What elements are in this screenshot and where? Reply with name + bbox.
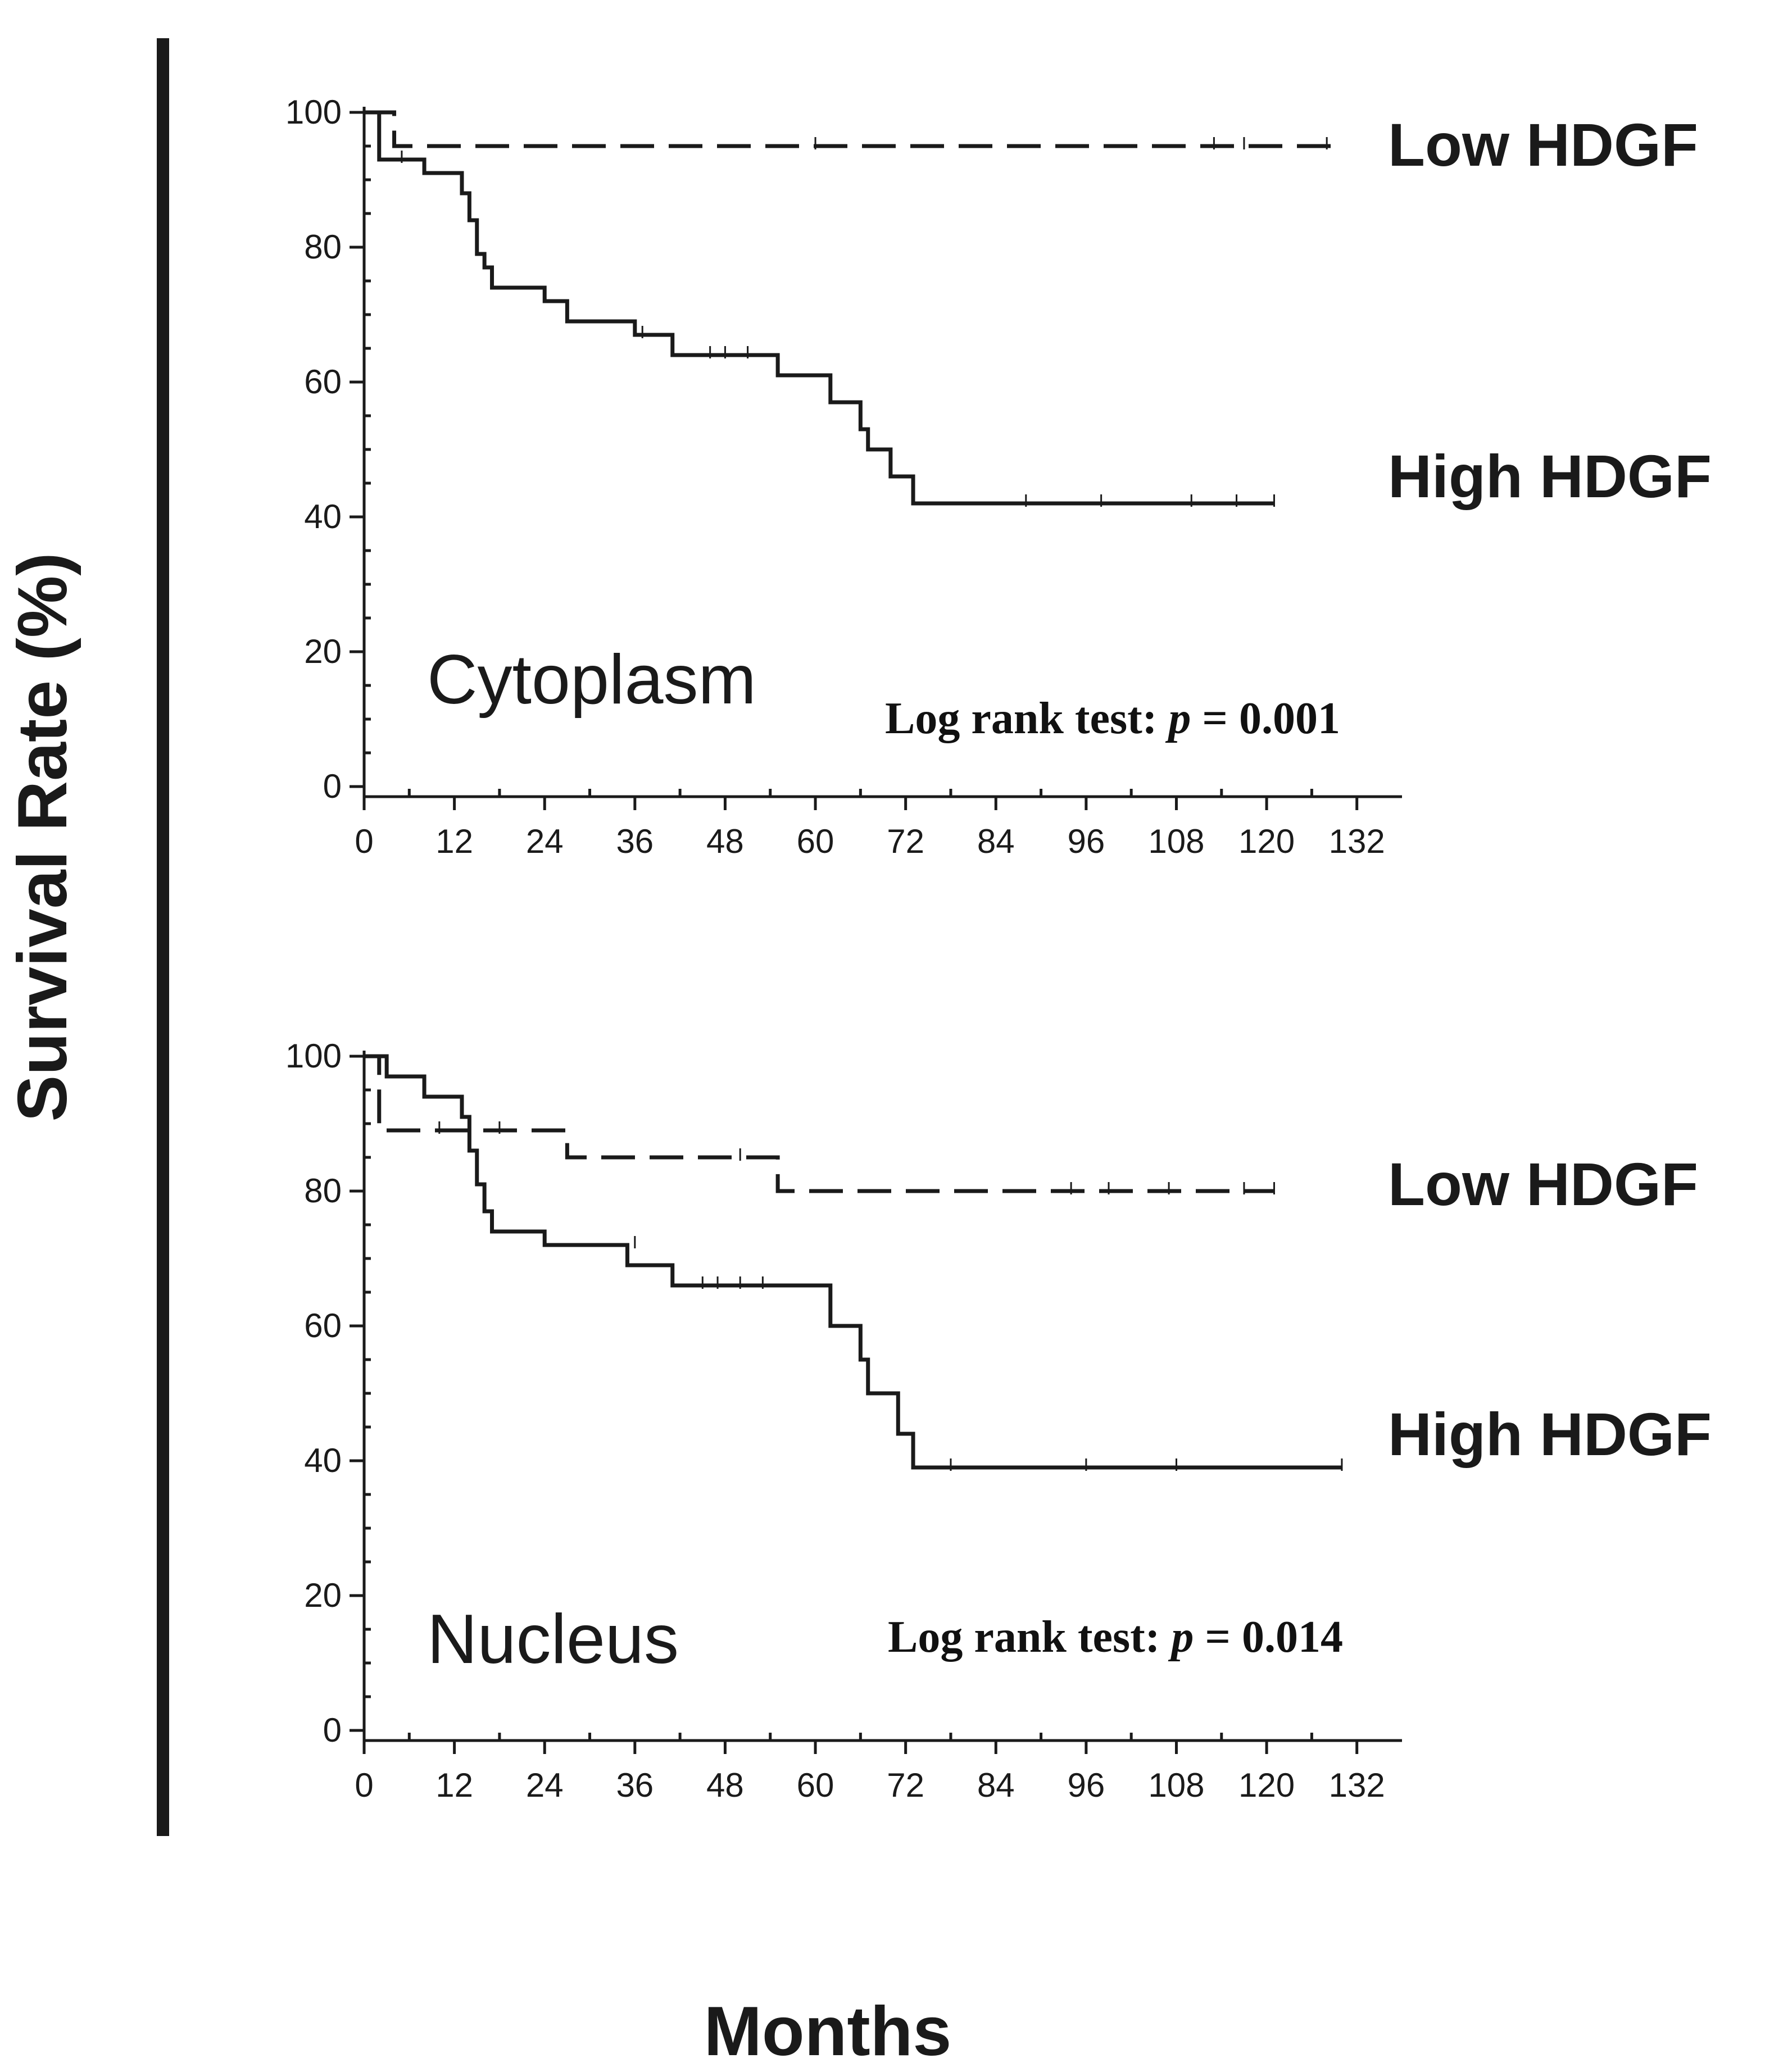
x-tick-label: 48 [706,823,744,860]
x-tick-label: 120 [1238,1766,1295,1804]
y-axis-bracket-bar [157,38,169,1836]
x-tick-label: 36 [616,823,654,860]
x-tick-label: 60 [797,823,834,860]
survival-curve-low-hdgf [364,1054,1274,1193]
series-label-low-hdgf: Low HDGF [1388,1150,1698,1218]
x-tick-label: 84 [977,1766,1015,1804]
panel-axes: 0 20 40 60 80 100 0 12 24 36 48 60 72 84 96 108 120 132 [285,1037,1402,1804]
p-value: = 0.001 [1191,694,1340,743]
y-tick-label: 40 [304,1442,342,1479]
x-tick-label: 36 [616,1766,654,1804]
x-tick-label: 0 [355,823,373,860]
x-tick-label: 48 [706,1766,744,1804]
log-rank-annotation: Log rank test: p = 0.014 [888,1612,1343,1662]
series-label-high-hdgf: High HDGF [1388,442,1712,510]
x-tick-label: 108 [1148,1766,1204,1804]
y-tick-label: 40 [304,498,342,535]
panel-axes: 0 20 40 60 80 100 0 12 24 36 48 60 72 84 96 108 120 132 [285,93,1402,860]
y-tick-label: 20 [304,633,342,670]
p-symbol: p [1168,1612,1194,1662]
y-tick-label: 20 [304,1576,342,1614]
series-label-high-hdgf: High HDGF [1388,1400,1712,1468]
x-axis-title: Months [704,1993,952,2070]
panel-marks [364,110,1335,507]
x-tick-label: 84 [977,823,1015,860]
x-tick-label: 132 [1329,1766,1385,1804]
y-tick-label: 80 [304,228,342,266]
y-tick-label: 100 [285,93,342,131]
series-label-low-hdgf: Low HDGF [1388,111,1698,179]
x-tick-label: 12 [435,1766,473,1804]
panel-title: Nucleus [427,1601,679,1678]
p-value: = 0.014 [1194,1612,1343,1662]
y-axis-title: Survival Rate (%) [4,552,81,1121]
x-tick-label: 132 [1329,823,1385,860]
y-tick-label: 0 [323,1711,342,1749]
x-tick-label: 24 [526,1766,564,1804]
chart-panel-cytoplasm: 0 20 40 60 80 100 0 12 24 36 48 60 72 84 96 108 120 132 C… [285,93,1712,860]
log-rank-prefix: Log rank test: [885,694,1168,743]
log-rank-prefix: Log rank test: [888,1612,1171,1662]
p-symbol: p [1165,694,1191,743]
x-tick-label: 120 [1238,823,1295,860]
x-tick-label: 72 [887,823,924,860]
y-tick-label: 0 [323,767,342,805]
x-tick-label: 96 [1067,823,1105,860]
y-tick-label: 60 [304,1307,342,1344]
x-tick-label: 72 [887,1766,924,1804]
panel-marks [364,1054,1343,1471]
x-tick-label: 0 [355,1766,373,1804]
y-tick-label: 80 [304,1172,342,1210]
survival-curve-high-hdgf [364,1054,1342,1470]
x-tick-label: 96 [1067,1766,1105,1804]
panel-title: Cytoplasm [427,641,756,719]
chart-panel-nucleus: 0 20 40 60 80 100 0 12 24 36 48 60 72 84 96 108 120 132 N… [285,1037,1712,1804]
y-tick-label: 100 [285,1037,342,1075]
x-tick-label: 108 [1148,823,1204,860]
x-tick-label: 12 [435,823,473,860]
log-rank-annotation: Log rank test: p = 0.001 [885,694,1340,743]
x-tick-label: 24 [526,823,564,860]
y-tick-label: 60 [304,363,342,401]
survival-curve-high-hdgf [364,110,1274,506]
x-tick-label: 60 [797,1766,834,1804]
